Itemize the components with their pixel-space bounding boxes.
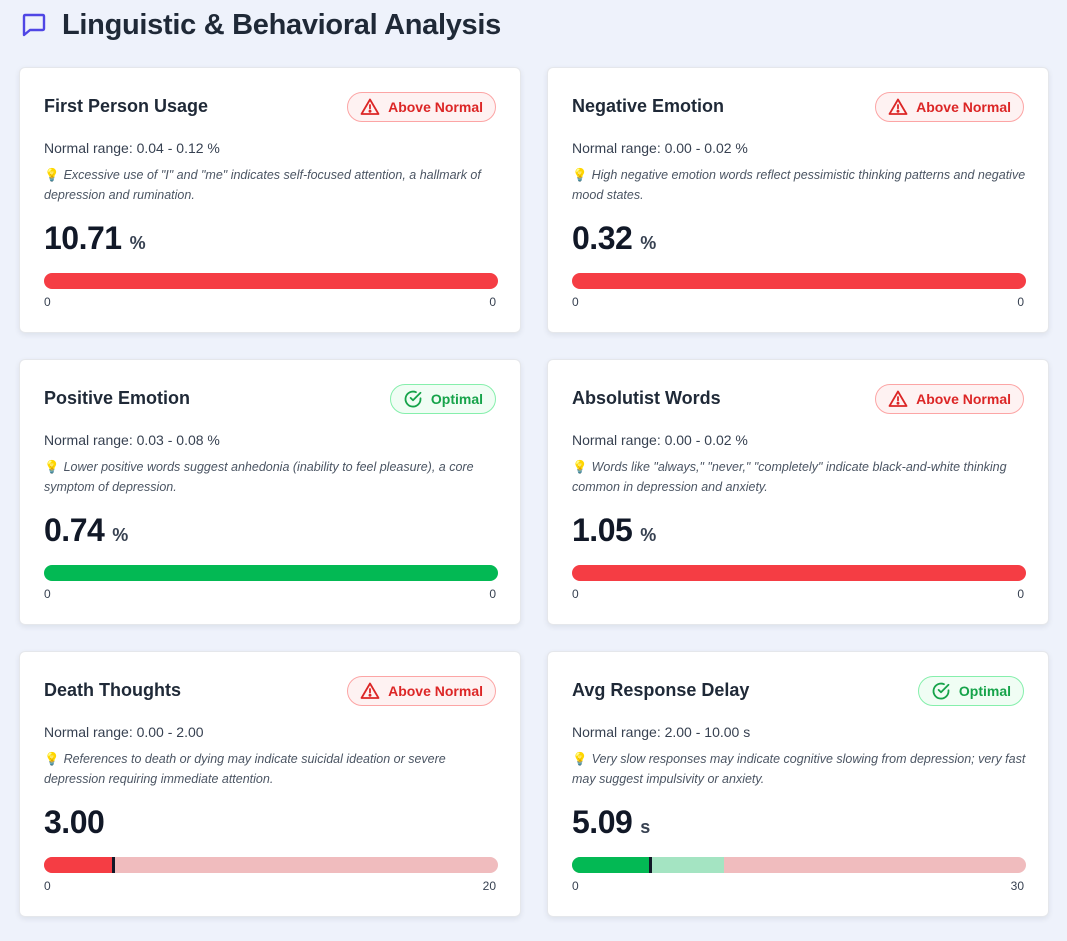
metric-unit: % (129, 233, 146, 253)
status-badge-label: Optimal (430, 391, 483, 407)
status-badge-label: Above Normal (388, 99, 483, 115)
metric-note-text: Excessive use of "I" and "me" indicates … (44, 168, 481, 202)
check-circle-icon (932, 682, 950, 700)
range-bar (44, 565, 498, 581)
status-badge: Above Normal (875, 384, 1024, 414)
metric-note: 💡 Excessive use of "I" and "me" indicates… (44, 165, 500, 205)
range-max-label: 0 (1017, 295, 1024, 309)
metric-title: First Person Usage (44, 96, 209, 116)
metric-value: 0.32 (572, 220, 633, 256)
metric-value: 0.74 (44, 512, 105, 548)
metric-note-text: Very slow responses may indicate cogniti… (572, 752, 1026, 786)
metric-note-text: Lower positive words suggest anhedonia (… (44, 460, 474, 494)
status-badge: Optimal (917, 676, 1024, 706)
status-badge: Above Normal (347, 676, 496, 706)
value-marker (112, 857, 115, 873)
normal-range: Normal range: 0.03 - 0.08 % (44, 432, 220, 448)
chat-bubble-icon (22, 13, 46, 37)
metric-note-text: High negative emotion words reflect pess… (572, 168, 1026, 202)
page-header: Linguistic & Behavioral Analysis (20, 8, 501, 42)
metric-card-absolutist-words: Absolutist Words Above Normal Normal ran… (547, 359, 1049, 625)
metric-title: Absolutist Words (572, 388, 721, 408)
warning-icon (360, 682, 380, 699)
page-title: Linguistic & Behavioral Analysis (62, 8, 501, 41)
normal-range: Normal range: 0.00 - 2.00 (44, 724, 204, 740)
lightbulb-icon: 💡 (572, 752, 588, 766)
lightbulb-icon: 💡 (44, 168, 60, 182)
metric-value-row: 0.32 % (572, 220, 656, 257)
metric-unit: % (640, 525, 657, 545)
metric-unit: % (112, 525, 129, 545)
range-max-label: 0 (1017, 587, 1024, 601)
metric-card-negative-emotion: Negative Emotion Above Normal Normal ran… (547, 67, 1049, 333)
range-max-label: 30 (1010, 879, 1024, 893)
status-badge: Above Normal (347, 92, 496, 122)
metric-note: 💡 References to death or dying may indica… (44, 749, 500, 789)
metric-title: Negative Emotion (572, 96, 725, 116)
range-max-label: 20 (482, 879, 496, 893)
range-min-label: 0 (572, 295, 579, 309)
normal-range: Normal range: 2.00 - 10.00 s (572, 724, 751, 740)
metric-title: Death Thoughts (44, 680, 181, 700)
status-badge-label: Above Normal (916, 391, 1011, 407)
range-max-label: 0 (489, 295, 496, 309)
metric-value-row: 5.09 s (572, 804, 650, 841)
range-bar (572, 565, 1026, 581)
metric-card-death-thoughts: Death Thoughts Above Normal Normal range… (19, 651, 521, 917)
metric-note-text: Words like "always," "never," "completel… (572, 460, 1007, 494)
status-badge-label: Above Normal (916, 99, 1011, 115)
value-marker (649, 857, 652, 873)
metric-unit: s (640, 817, 651, 837)
metric-card-first-person-usage: First Person Usage Above Normal Normal r… (19, 67, 521, 333)
normal-range: Normal range: 0.00 - 0.02 % (572, 432, 748, 448)
status-badge-label: Above Normal (388, 683, 483, 699)
lightbulb-icon: 💡 (572, 168, 588, 182)
metric-title: Positive Emotion (44, 388, 191, 408)
metric-note: 💡 Very slow responses may indicate cognit… (572, 749, 1028, 789)
current-fill-segment (572, 857, 650, 873)
metric-value: 3.00 (44, 804, 105, 840)
metric-value: 5.09 (572, 804, 633, 840)
range-min-label: 0 (44, 879, 51, 893)
metric-value: 1.05 (572, 512, 633, 548)
range-bar (44, 857, 498, 873)
metric-note: 💡 Lower positive words suggest anhedonia … (44, 457, 500, 497)
lightbulb-icon: 💡 (572, 460, 588, 474)
metric-title: Avg Response Delay (572, 680, 750, 700)
range-min-label: 0 (44, 295, 51, 309)
normal-range: Normal range: 0.04 - 0.12 % (44, 140, 220, 156)
normal-range: Normal range: 0.00 - 0.02 % (572, 140, 748, 156)
range-min-label: 0 (44, 587, 51, 601)
metric-value-row: 1.05 % (572, 512, 656, 549)
warning-icon (888, 98, 908, 115)
check-circle-icon (404, 390, 422, 408)
range-max-label: 0 (489, 587, 496, 601)
metric-unit: % (640, 233, 657, 253)
range-min-label: 0 (572, 587, 579, 601)
range-bar (572, 273, 1026, 289)
metric-value: 10.71 (44, 220, 122, 256)
metric-note: 💡 Words like "always," "never," "complete… (572, 457, 1028, 497)
metric-note-text: References to death or dying may indicat… (44, 752, 446, 786)
metric-value-row: 0.74 % (44, 512, 128, 549)
metric-note: 💡 High negative emotion words reflect pes… (572, 165, 1028, 205)
range-min-label: 0 (572, 879, 579, 893)
range-bar (572, 857, 1026, 873)
normal-range-segment (650, 857, 724, 873)
lightbulb-icon: 💡 (44, 752, 60, 766)
range-bar (44, 273, 498, 289)
metric-card-avg-response-delay: Avg Response Delay Optimal Normal range:… (547, 651, 1049, 917)
warning-icon (360, 98, 380, 115)
warning-icon (888, 390, 908, 407)
metric-value-row: 3.00 (44, 804, 105, 841)
status-badge: Optimal (389, 384, 496, 414)
status-badge-label: Optimal (958, 683, 1011, 699)
normal-range-segment (44, 857, 112, 873)
lightbulb-icon: 💡 (44, 460, 60, 474)
metric-value-row: 10.71 % (44, 220, 146, 257)
status-badge: Above Normal (875, 92, 1024, 122)
metric-card-positive-emotion: Positive Emotion Optimal Normal range: 0… (19, 359, 521, 625)
